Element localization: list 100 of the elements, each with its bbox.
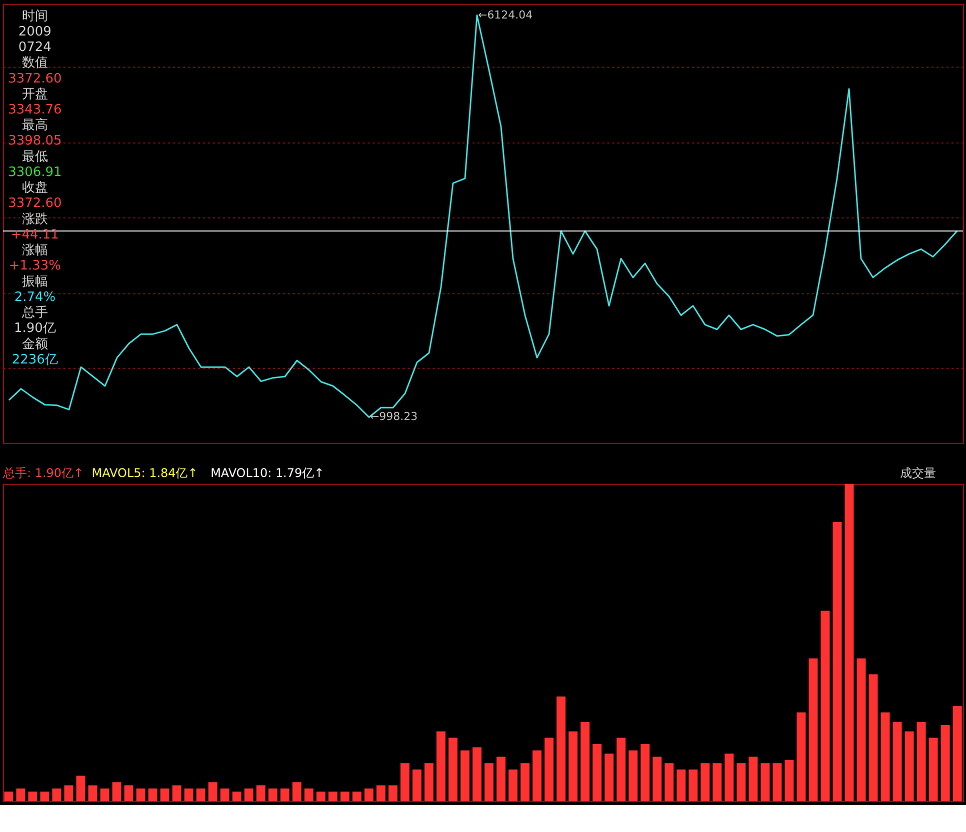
data-label: ←998.23 — [370, 410, 418, 424]
bar — [376, 785, 386, 802]
bar — [892, 722, 902, 802]
bar — [508, 769, 518, 802]
annotation: +44.11 — [10, 227, 59, 242]
annotation: 涨跌 — [22, 212, 48, 227]
bar — [316, 792, 326, 802]
bar — [244, 788, 254, 802]
bar — [124, 785, 134, 802]
annotation: 2236亿 — [12, 352, 58, 368]
annotation: 1.90亿 — [14, 321, 56, 336]
bar — [688, 769, 698, 802]
bar — [868, 674, 878, 802]
bar — [424, 763, 434, 802]
bar — [412, 769, 422, 802]
bar — [592, 744, 602, 802]
bar — [652, 756, 662, 802]
annotation: 3343.76 — [8, 102, 62, 118]
bar — [256, 785, 266, 802]
bar — [172, 785, 182, 802]
bar — [352, 792, 362, 802]
annotation: 涨幅 — [22, 243, 48, 258]
annotation: 最低 — [22, 149, 48, 164]
bar — [292, 782, 302, 802]
bar — [340, 792, 350, 802]
annotation: 收盘 — [22, 180, 48, 196]
bar — [460, 750, 470, 802]
bar — [4, 792, 14, 802]
bar — [64, 785, 74, 802]
data-label: ←6124.04 — [478, 8, 533, 22]
bar — [112, 782, 122, 802]
bar — [76, 776, 86, 802]
bar — [904, 731, 914, 802]
bar — [400, 763, 410, 802]
bar — [328, 792, 338, 802]
annotation: 金额 — [22, 336, 48, 352]
text: 成交量 — [900, 466, 936, 480]
bar — [208, 782, 218, 802]
annotation: 2009 — [18, 24, 52, 40]
text: MAVOL10: 1.79亿↑ — [210, 466, 324, 480]
bar — [148, 788, 158, 802]
bar — [556, 696, 566, 802]
bar — [448, 738, 458, 802]
bar — [928, 738, 938, 802]
bar — [472, 747, 482, 802]
annotation: 3372.60 — [8, 196, 62, 212]
annotation: 3306.91 — [8, 164, 62, 180]
bar — [232, 792, 242, 802]
bar — [496, 756, 506, 802]
bar — [568, 731, 578, 802]
bar — [136, 788, 146, 802]
bar — [772, 763, 782, 802]
bar — [808, 658, 818, 802]
bar — [436, 731, 446, 802]
annotation: 2.74% — [14, 290, 56, 305]
bar — [532, 750, 542, 802]
bar — [304, 788, 314, 802]
bar — [280, 788, 290, 802]
bar — [820, 610, 830, 802]
bar — [604, 754, 614, 802]
annotation: 最高 — [22, 117, 48, 134]
bar — [88, 785, 98, 802]
text: 总手: 1.90亿↑ — [2, 466, 84, 480]
annotation: 总手 — [20, 306, 48, 321]
bar — [616, 738, 626, 802]
annotation: 开盘 — [22, 86, 48, 102]
bar — [664, 763, 674, 802]
annotation: +1.33% — [8, 258, 61, 274]
bar — [784, 760, 794, 802]
bar — [796, 712, 806, 802]
bar — [880, 712, 890, 802]
bar — [40, 792, 50, 802]
bar — [748, 756, 758, 802]
bar — [856, 658, 866, 802]
bar — [196, 788, 206, 802]
bar — [220, 788, 230, 802]
bar — [100, 788, 110, 802]
bar — [52, 788, 62, 802]
bar — [544, 738, 554, 802]
bar — [700, 763, 710, 802]
bar — [676, 769, 686, 802]
annotation: 0724 — [18, 40, 52, 56]
text: MAVOL5: 1.84亿↑ — [92, 466, 198, 480]
bar — [736, 763, 746, 802]
annotation: 3398.05 — [8, 134, 62, 149]
annotation: 数值 — [22, 56, 48, 71]
bar — [640, 744, 650, 802]
bar — [28, 792, 38, 802]
bar — [760, 763, 770, 802]
bar — [16, 788, 26, 802]
bar — [712, 763, 722, 802]
annotation: 振幅 — [22, 274, 48, 290]
bar — [484, 763, 494, 802]
bar — [628, 750, 638, 802]
bar — [388, 785, 398, 802]
annotation: 3372.60 — [8, 71, 62, 86]
annotation: 时间 — [22, 8, 48, 24]
bar — [580, 722, 590, 802]
bar — [364, 788, 374, 802]
bar — [952, 706, 962, 802]
